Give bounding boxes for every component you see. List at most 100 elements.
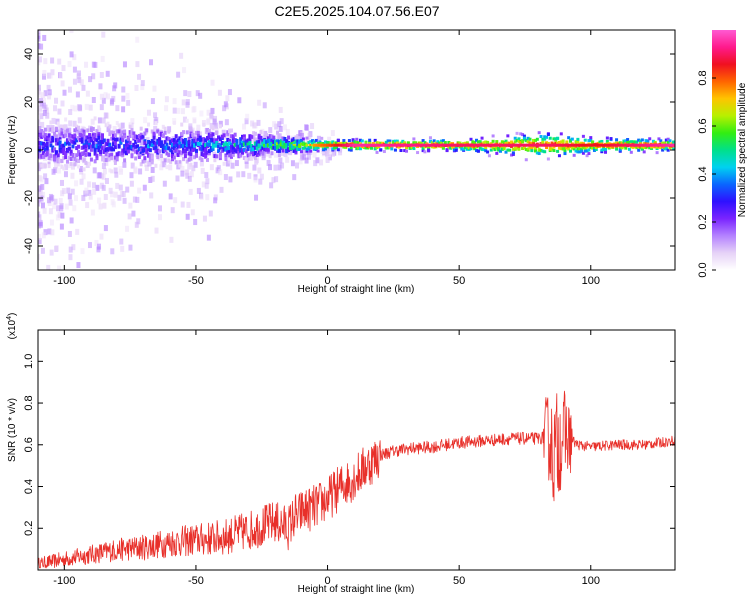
heatmap-cell [574, 149, 578, 153]
heatmap-cell [95, 138, 99, 143]
heatmap-cell [213, 154, 217, 159]
heatmap-cell [640, 147, 644, 151]
heatmap-cell [104, 152, 108, 157]
heatmap-cell [561, 139, 565, 143]
heatmap-cell [156, 148, 160, 153]
heatmap-cell [84, 103, 89, 110]
heatmap-cell [299, 132, 304, 139]
heatmap-cell [373, 143, 377, 147]
heatmap-cell [242, 123, 247, 130]
heatmap-cell [193, 119, 197, 124]
heatmap-cell [296, 141, 300, 146]
heatmap-cell [103, 225, 108, 232]
heatmap-cell [473, 140, 477, 144]
heatmap-cell [117, 129, 121, 134]
heatmap-cell [128, 202, 133, 209]
heatmap-cell [659, 145, 663, 149]
heatmap-cell [121, 130, 125, 135]
heatmap-cell [483, 143, 487, 147]
heatmap-cell [592, 148, 596, 152]
heatmap-cell [43, 229, 48, 236]
heatmap-cell [173, 197, 178, 204]
heatmap-cell [517, 147, 521, 151]
heatmap-cell [142, 184, 147, 191]
heatmap-cell [224, 141, 228, 146]
heatmap-cell [316, 146, 320, 150]
heatmap-cell [218, 120, 223, 127]
heatmap-cell [342, 139, 346, 143]
heatmap-cell [495, 140, 499, 144]
heatmap-cell [222, 147, 226, 152]
heatmap-cell [180, 165, 185, 172]
heatmap-cell [204, 152, 208, 157]
heatmap-cell [140, 80, 145, 87]
heatmap-cell [576, 137, 580, 141]
heatmap-cell [100, 133, 104, 138]
heatmap-cell [312, 140, 316, 144]
heatmap-cell [250, 120, 255, 127]
heatmap-cell [539, 148, 543, 152]
heatmap-cell [139, 147, 143, 152]
heatmap-cell [552, 137, 556, 141]
heatmap-cell [77, 150, 81, 155]
heatmap-cell [75, 158, 79, 163]
heatmap-cell [362, 143, 366, 147]
heatmap-cell [84, 61, 89, 68]
heatmap-cell [200, 147, 204, 152]
heatmap-cell [102, 168, 107, 175]
heatmap-cell [62, 143, 66, 148]
heatmap-cell [268, 141, 272, 146]
heatmap-cell [454, 148, 458, 152]
heatmap-cell [88, 104, 93, 111]
heatmap-cell [406, 141, 410, 145]
heatmap-cell [307, 132, 312, 139]
heatmap-cell [610, 143, 614, 147]
heatmap-cell [433, 143, 437, 147]
heatmap-cell [221, 129, 226, 136]
heatmap-cell [512, 143, 516, 147]
heatmap-cell [307, 141, 311, 145]
heatmap-cell [65, 128, 69, 133]
heatmap-cell [521, 140, 525, 144]
heatmap-cell [323, 143, 327, 147]
heatmap-cell [252, 164, 257, 171]
heatmap-cell [476, 143, 480, 147]
heatmap-cell [282, 124, 287, 131]
heatmap-cell [99, 104, 104, 111]
heatmap-cell [75, 138, 79, 143]
heatmap-cell [458, 145, 462, 149]
heatmap-cell [561, 141, 565, 145]
heatmap-cell [666, 137, 670, 141]
heatmap-cell [207, 132, 211, 137]
heatmap-cell [73, 105, 78, 112]
heatmap-cell [576, 143, 580, 147]
heatmap-cell [570, 137, 574, 141]
heatmap-cell [150, 160, 154, 165]
heatmap-cell [183, 154, 187, 159]
heatmap-cell [124, 146, 128, 151]
heatmap-cell [552, 145, 556, 149]
heatmap-cell [67, 127, 72, 134]
heatmap-cell [152, 135, 156, 140]
heatmap-cell [639, 139, 643, 143]
heatmap-cell [447, 143, 451, 147]
heatmap-cell [545, 135, 549, 139]
heatmap-cell [407, 143, 411, 147]
heatmap-cell [100, 55, 105, 62]
heatmap-cell [622, 140, 626, 144]
heatmap-cell [67, 146, 71, 151]
heatmap-cell [201, 181, 206, 188]
heatmap-cell [200, 167, 205, 174]
heatmap-cell [143, 117, 148, 124]
heatmap-cell [300, 143, 305, 150]
heatmap-cell [73, 128, 77, 133]
heatmap-cell [569, 149, 573, 153]
heatmap-cell [135, 150, 139, 155]
heatmap-cell [390, 147, 394, 151]
heatmap-cell [428, 139, 432, 143]
heatmap-cell [172, 107, 177, 114]
heatmap-cell [242, 155, 246, 160]
heatmap-cell [580, 148, 584, 152]
heatmap-cell [64, 164, 69, 171]
heatmap-cell [222, 161, 226, 166]
